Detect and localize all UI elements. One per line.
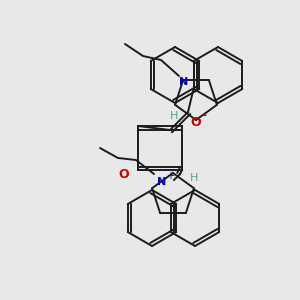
Text: O: O bbox=[191, 116, 201, 128]
Text: -: - bbox=[201, 110, 207, 122]
Text: O: O bbox=[119, 167, 129, 181]
Text: N: N bbox=[179, 77, 189, 87]
Text: N: N bbox=[158, 177, 166, 187]
Text: +: + bbox=[166, 171, 174, 181]
Text: H: H bbox=[170, 111, 178, 121]
Text: H: H bbox=[190, 173, 198, 183]
